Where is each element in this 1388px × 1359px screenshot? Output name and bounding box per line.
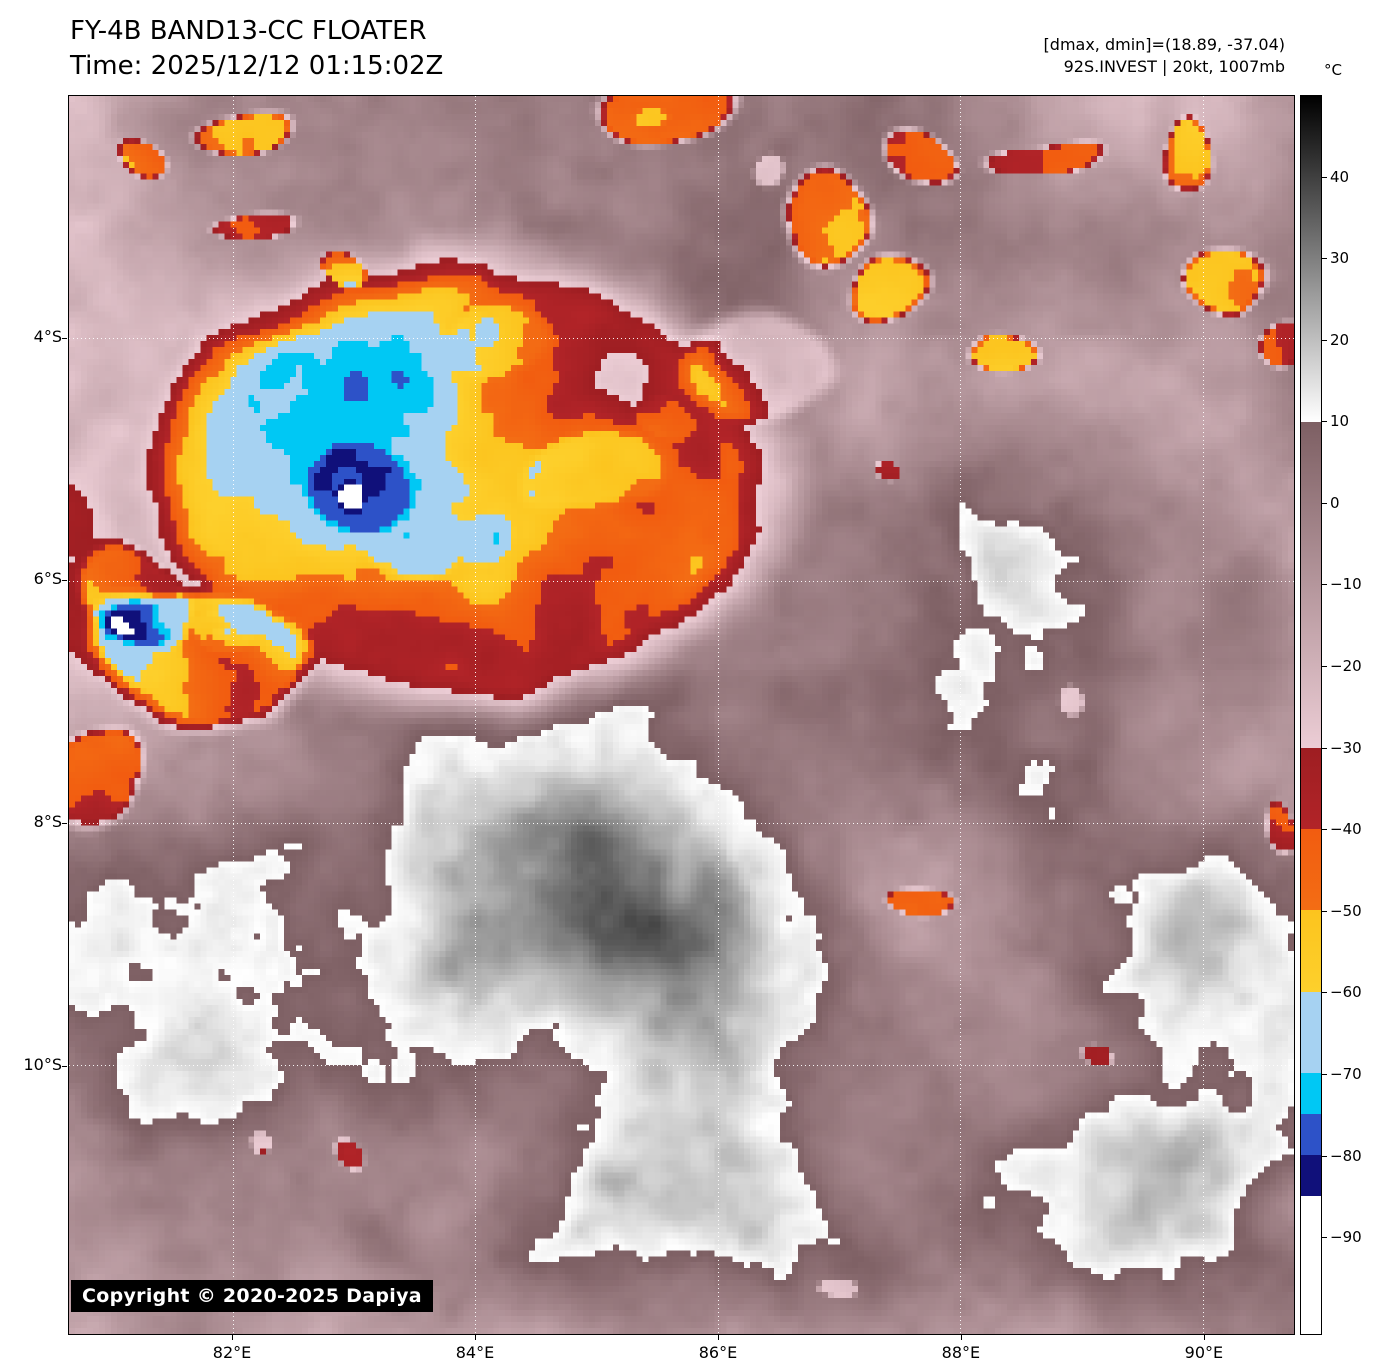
colorbar-tick-mark: [1322, 829, 1327, 831]
colorbar-segment: [1301, 96, 1321, 422]
colorbar-tick-label: 0: [1330, 493, 1340, 512]
lon-tick-mark: [960, 1335, 962, 1340]
colorbar-tick-mark: [1322, 1073, 1327, 1075]
figure-header: FY-4B BAND13-CC FLOATER Time: 2025/12/12…: [70, 14, 443, 84]
colorbar-tick-label: −80: [1330, 1146, 1362, 1165]
colorbar-tick-mark: [1322, 339, 1327, 341]
lon-tick-mark: [232, 1335, 233, 1340]
lon-tick-mark: [1203, 1335, 1205, 1340]
colorbar-tick-label: 10: [1330, 412, 1350, 431]
colorbar-tick-mark: [1322, 502, 1327, 504]
copyright-label: Copyright © 2020-2025 Dapiya: [71, 1280, 433, 1312]
colorbar-tick-mark: [1322, 1237, 1327, 1239]
colorbar-tick-mark: [1322, 747, 1327, 749]
figure-time: Time: 2025/12/12 01:15:02Z: [70, 51, 444, 81]
colorbar-segment: [1301, 1154, 1321, 1196]
lat-tick-label: 10°S: [23, 1054, 62, 1074]
lat-tick-mark: [62, 1065, 67, 1067]
colorbar-tick-label: 30: [1330, 249, 1350, 268]
colorbar-tick-label: −40: [1330, 820, 1362, 839]
colorbar-tick-mark: [1322, 176, 1327, 178]
colorbar-segment: [1301, 747, 1321, 830]
colorbar-tick-label: 20: [1330, 330, 1350, 349]
colorbar-segment: [1301, 421, 1321, 748]
colorbar-tick-label: −70: [1330, 1064, 1362, 1083]
colorbar-segment: [1301, 910, 1321, 992]
colorbar-segment: [1301, 991, 1321, 1074]
stats-dmax-dmin: [dmax, dmin]=(18.89, -37.04): [1043, 35, 1285, 54]
lat-tick-mark: [62, 337, 67, 339]
colorbar-tick-label: −10: [1330, 575, 1362, 594]
colorbar-tick-mark: [1322, 258, 1327, 260]
colorbar-tick-label: −30: [1330, 738, 1362, 757]
lat-tick-label: 6°S: [33, 569, 62, 589]
colorbar-segment: [1301, 829, 1321, 911]
colorbar-tick-mark: [1322, 584, 1327, 586]
lon-tick-label: 86°E: [698, 1343, 738, 1359]
lon-tick-label: 88°E: [941, 1343, 981, 1359]
colorbar-tick-mark: [1322, 666, 1327, 668]
colorbar-segment: [1301, 1114, 1321, 1155]
lon-tick-mark: [474, 1335, 476, 1340]
colorbar-tick-label: 40: [1330, 167, 1350, 186]
lon-tick-label: 82°E: [212, 1343, 252, 1359]
colorbar-tick-label: −50: [1330, 901, 1362, 920]
colorbar-tick-label: −20: [1330, 657, 1362, 676]
colorbar-unit: °C: [1324, 61, 1342, 79]
colorbar-tick-mark: [1322, 1155, 1327, 1157]
colorbar-tick-mark: [1322, 910, 1327, 912]
colorbar-tick-mark: [1322, 992, 1327, 994]
satellite-map: Copyright © 2020-2025 Dapiya: [68, 95, 1295, 1335]
figure-title: FY-4B BAND13-CC FLOATER: [70, 16, 427, 46]
colorbar-segment: [1301, 1073, 1321, 1115]
storm-info: 92S.INVEST | 20kt, 1007mb: [1063, 57, 1285, 76]
lat-tick-mark: [62, 580, 67, 582]
lon-tick-label: 84°E: [455, 1343, 495, 1359]
lat-tick-label: 4°S: [33, 326, 62, 346]
satellite-image-canvas: [69, 96, 1294, 1334]
colorbar-segment: [1301, 1195, 1321, 1334]
lon-tick-mark: [717, 1335, 719, 1340]
colorbar-tick-label: −60: [1330, 983, 1362, 1002]
lon-tick-label: 90°E: [1184, 1343, 1224, 1359]
colorbar: [1300, 95, 1322, 1335]
figure-header-right: [dmax, dmin]=(18.89, -37.04) 92S.INVEST …: [1044, 34, 1285, 78]
lat-tick-label: 8°S: [33, 811, 62, 831]
lat-tick-mark: [62, 822, 67, 824]
colorbar-tick-mark: [1322, 421, 1327, 423]
colorbar-tick-label: −90: [1330, 1228, 1362, 1247]
